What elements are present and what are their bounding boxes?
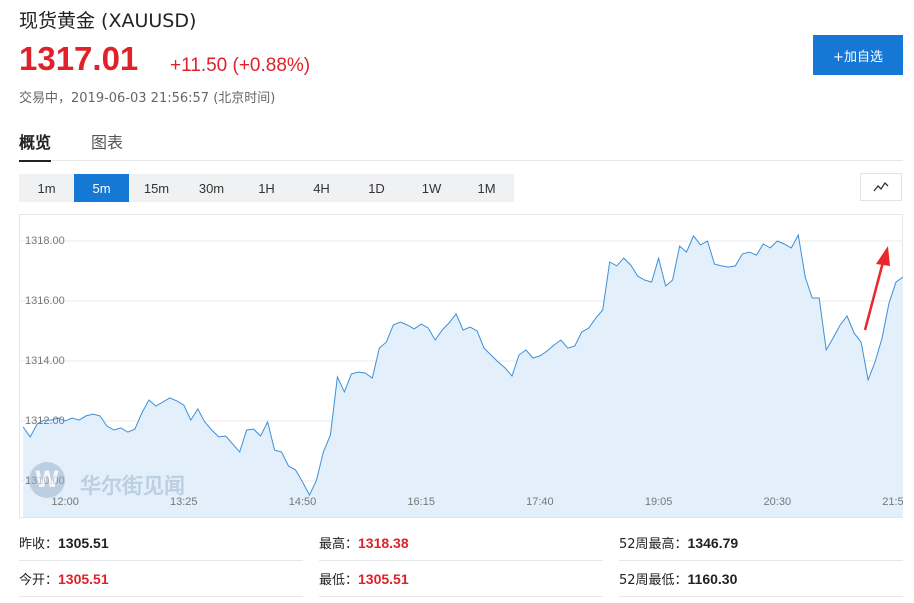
y-tick-label: 1318.00 — [25, 235, 65, 247]
price-chart: 1310.001312.001314.001316.001318.0012:00… — [19, 214, 903, 518]
x-tick-label: 14:50 — [289, 496, 317, 508]
stat-label: 52周最低： — [619, 573, 688, 588]
interval-button[interactable]: 15m — [143, 180, 170, 196]
tab[interactable]: 图表 — [91, 133, 124, 152]
interval-button[interactable]: 4H — [313, 180, 330, 196]
stat-item: 52周最高：1346.79 — [619, 533, 738, 552]
stat-item: 52周最低：1160.30 — [619, 569, 737, 588]
chart-type-icon — [873, 181, 889, 192]
stat-divider — [619, 560, 903, 561]
stat-value: 1305.51 — [358, 571, 409, 587]
watermark: 华尔街见闻 — [80, 473, 185, 498]
stat-item: 今开：1305.51 — [19, 569, 109, 588]
stat-item: 最高：1318.38 — [319, 533, 409, 552]
stat-value: 1346.79 — [687, 535, 739, 551]
stat-label: 今开： — [19, 573, 59, 588]
y-tick-label: 1316.00 — [25, 295, 65, 307]
interval-button[interactable]: 1D — [368, 180, 385, 196]
stat-item: 最低：1305.51 — [319, 569, 409, 588]
add-watchlist-button[interactable]: +加自选 — [813, 35, 903, 75]
tab[interactable]: 概览 — [19, 129, 52, 162]
x-tick-label: 19:05 — [645, 496, 673, 508]
stat-divider — [19, 560, 303, 561]
stat-divider — [619, 596, 903, 597]
stat-divider — [19, 596, 303, 597]
price-change: +11.50 (+0.88%) — [170, 55, 311, 76]
y-tick-label: 1314.00 — [25, 355, 65, 367]
interval-button[interactable]: 1m — [37, 180, 56, 196]
stat-label: 最低： — [319, 573, 359, 588]
y-tick-label: 1312.00 — [25, 415, 65, 427]
stat-value: 1160.30 — [687, 571, 738, 587]
stat-item: 昨收：1305.51 — [19, 533, 109, 552]
x-tick-label: 13:25 — [170, 496, 198, 508]
stat-value: 1318.38 — [358, 535, 409, 551]
x-tick-label: 17:40 — [526, 496, 554, 508]
chart-type-button[interactable] — [860, 173, 902, 201]
watermark-logo: W — [29, 462, 65, 498]
x-tick-label: 20:30 — [764, 496, 792, 508]
interval-button[interactable]: 30m — [198, 180, 225, 196]
stat-label: 昨收： — [19, 537, 59, 552]
price: 1317.01 — [19, 40, 139, 77]
stat-label: 52周最高： — [619, 537, 688, 552]
stat-divider — [319, 596, 603, 597]
annotation-arrow — [863, 261, 885, 331]
stat-divider — [319, 560, 603, 561]
x-tick-label: 21:55 — [882, 496, 903, 508]
tab-divider — [19, 160, 903, 161]
title: 现货黄金 (XAUUSD) — [19, 10, 197, 32]
trade-status: 交易中，2019-06-03 21:56:57 (北京时间) — [19, 91, 276, 106]
stat-label: 最高： — [319, 537, 359, 552]
interval-button[interactable]: 5m — [74, 174, 129, 202]
interval-button[interactable]: 1H — [258, 180, 275, 196]
stat-value: 1305.51 — [58, 535, 109, 551]
x-tick-label: 16:15 — [407, 496, 435, 508]
x-tick-label: 12:00 — [51, 496, 79, 508]
price-line — [22, 233, 903, 497]
price-area — [23, 235, 903, 517]
interval-button[interactable]: 1W — [421, 180, 442, 196]
interval-button[interactable]: 1M — [477, 180, 496, 196]
annotation-arrowhead — [876, 246, 890, 266]
stat-value: 1305.51 — [58, 571, 109, 587]
